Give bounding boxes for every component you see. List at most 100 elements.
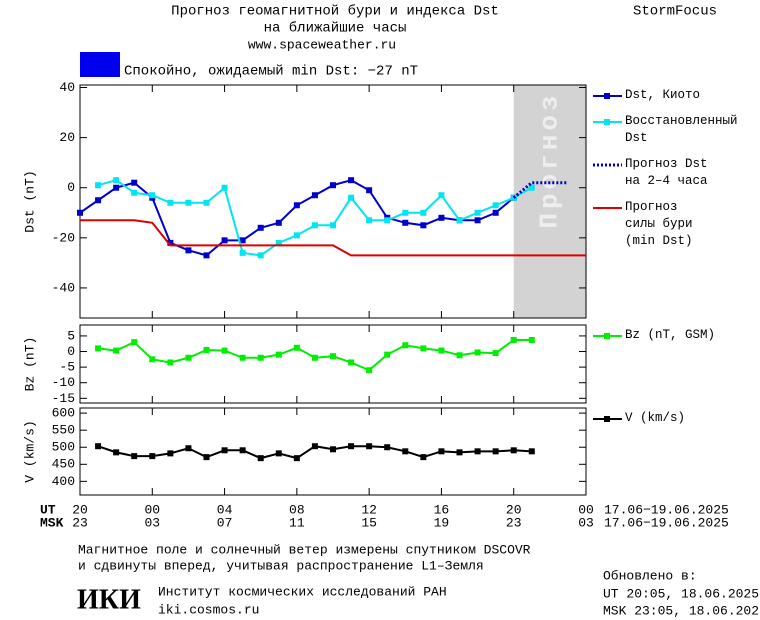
y-tick-label: 0 [67,344,75,359]
data-point [366,217,373,224]
data-point [311,354,318,361]
series-line [512,181,568,199]
data-point [185,354,192,361]
plot-frame [79,84,587,319]
legend-entry: Bz (nT, GSM) [625,328,716,342]
x-tick-label: 15 [361,515,377,530]
data-point [528,448,535,455]
series-line [80,219,586,257]
data-point [203,346,210,353]
y-tick-label: 0 [67,180,75,195]
status-indicator [80,52,120,77]
legend-swatch [604,119,610,125]
data-point [311,443,318,450]
data-point [474,209,481,216]
data-point [510,336,517,343]
data-point [149,192,156,199]
y-tick-label: 5 [67,328,75,343]
data-point [384,444,391,451]
y-tick-label: -10 [52,375,75,390]
x-row-label: MSK [40,515,64,530]
legend-entry: Dst, Киото [625,88,701,102]
status-text: Спокойно, ожидаемый min Dst: −27 nT [124,63,418,80]
data-point [185,445,192,452]
y-tick-label: 20 [59,130,75,145]
y-tick-label: 500 [52,440,75,455]
data-point [366,443,373,450]
data-point [330,446,336,453]
y-tick-label: 40 [59,80,75,95]
data-point [257,455,264,462]
data-point [239,447,246,454]
data-point [167,239,174,246]
data-point [149,356,156,363]
data-point [257,354,264,361]
data-point [239,237,246,244]
data-point [456,352,463,359]
y-tick-label: -40 [52,280,75,295]
data-point [221,447,228,454]
data-point [95,197,102,204]
series-line [97,179,533,257]
data-point [221,347,228,354]
legend-swatch [604,93,610,99]
data-point [402,448,409,455]
date-range: 17.06−19.06.2025 [604,515,729,530]
data-point [113,347,120,354]
data-point [113,177,120,184]
data-point [113,184,120,191]
footer-note: Магнитное поле и солнечный ветер измерен… [78,542,531,557]
data-point [492,448,499,455]
data-point [203,199,210,206]
data-point [384,351,391,358]
footer-note: и сдвинуты вперед, учитывая распростране… [78,558,484,573]
data-point [95,345,102,352]
y-tick-label: 550 [52,423,75,438]
data-point [257,224,264,231]
data-point [203,252,210,259]
data-point [131,453,138,460]
data-point [149,453,156,460]
x-tick-label: 11 [289,515,305,530]
y-tick-label: -15 [52,391,75,406]
y-axis-label: Dst (nT) [22,170,37,232]
x-tick-label: 03 [578,515,594,530]
data-point [257,252,264,259]
legend-entry: Прогноз Dst на 2–4 часа [625,157,708,188]
title: Прогноз геомагнитной бури и индекса Dst [171,3,499,20]
x-tick-label: 00 [144,502,160,517]
data-point [221,237,228,244]
data-point [275,450,282,457]
data-point [185,199,192,206]
data-point [203,454,210,461]
x-tick-label: 20 [506,502,522,517]
data-point [348,194,355,201]
brand: StormFocus [633,4,717,20]
forecast-label: Прогноз [535,91,565,228]
x-tick-label: 19 [434,515,450,530]
data-point [311,192,318,199]
data-point [420,454,427,461]
data-point [113,449,120,456]
data-point [131,189,138,196]
legend-entry: Восстановленный Dst [625,114,738,145]
x-tick-label: 16 [434,502,450,517]
data-point [438,192,445,199]
data-point [77,209,83,216]
y-tick-label: 450 [52,457,75,472]
legend-swatch [604,333,610,339]
data-point [293,232,300,239]
data-point [95,443,102,450]
data-point [131,179,138,186]
updated-msk: MSK 23:05, 18.06.2025 [603,603,760,618]
url: www.spaceweather.ru [248,37,396,52]
x-tick-label: 20 [72,502,88,517]
data-point [456,449,463,456]
data-point [293,202,300,209]
x-tick-label: 12 [361,502,377,517]
data-point [239,249,246,256]
data-point [348,443,355,450]
x-tick-label: 04 [217,502,233,517]
series-line [79,179,515,257]
